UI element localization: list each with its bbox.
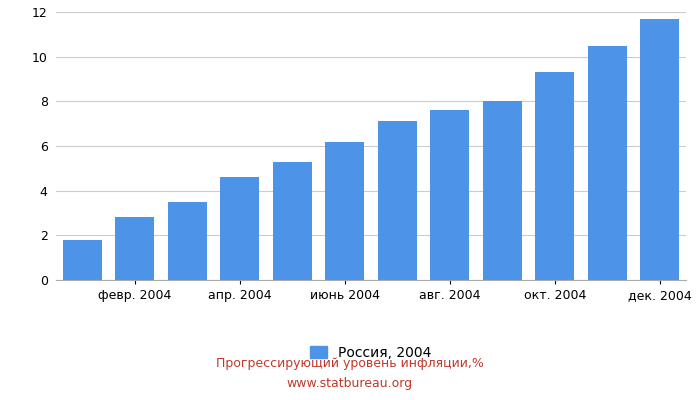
Bar	[167, 202, 207, 280]
Bar	[640, 19, 680, 280]
Bar	[220, 177, 260, 280]
Text: Прогрессирующий уровень инфляции,%: Прогрессирующий уровень инфляции,%	[216, 358, 484, 370]
Bar	[325, 142, 365, 280]
Bar	[377, 122, 417, 280]
Bar	[587, 46, 627, 280]
Legend: Россия, 2004: Россия, 2004	[310, 346, 432, 360]
Bar	[535, 72, 575, 280]
Bar	[430, 110, 470, 280]
Bar	[62, 240, 102, 280]
Bar	[272, 162, 312, 280]
Text: www.statbureau.org: www.statbureau.org	[287, 378, 413, 390]
Bar	[115, 218, 155, 280]
Bar	[482, 101, 522, 280]
